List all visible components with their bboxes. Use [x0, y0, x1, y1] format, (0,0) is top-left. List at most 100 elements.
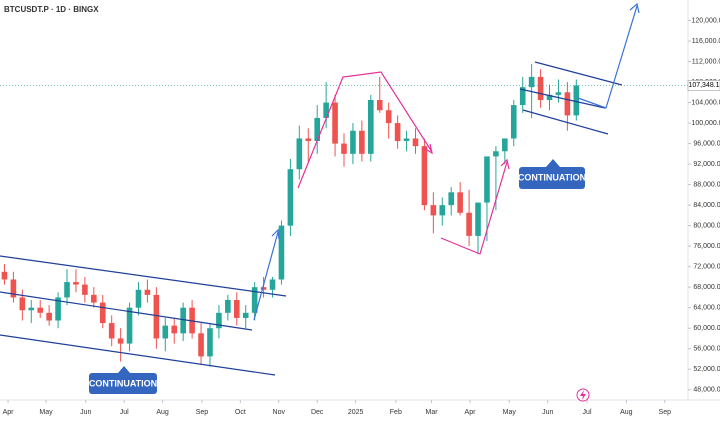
arrows	[253, 2, 640, 321]
candle-body	[10, 279, 17, 298]
candle-body	[305, 138, 312, 142]
candle-body	[55, 297, 61, 321]
candle-body	[341, 143, 347, 154]
candle-body	[394, 123, 401, 142]
candle-body	[466, 212, 472, 236]
x-tick-label: Jul	[120, 409, 129, 416]
channel-line	[0, 334, 276, 376]
annotation-text: CONTINUATION	[518, 172, 586, 182]
candle-body	[108, 323, 115, 339]
candle-body	[269, 279, 276, 290]
x-tick-label: May	[39, 409, 53, 416]
candle-body	[153, 294, 160, 339]
candle-body	[135, 289, 142, 308]
candle-body	[412, 138, 419, 147]
drawings	[0, 61, 623, 376]
y-tick-label: 48,000.0	[693, 387, 720, 394]
last-price-label: 107,348.1	[688, 82, 719, 89]
candle-body	[555, 92, 562, 95]
x-tick-label: Mar	[426, 409, 439, 416]
channel-line	[522, 109, 609, 135]
arrow-head	[500, 158, 510, 170]
candle-body	[260, 287, 267, 290]
x-tick-label: Apr	[465, 409, 477, 416]
y-tick-label: 56,000.0	[693, 346, 720, 353]
y-tick-label: 112,000.0	[692, 58, 720, 65]
candle-body	[117, 338, 124, 344]
callout-pointer	[118, 366, 130, 373]
channel-line	[0, 255, 287, 297]
candle-body	[537, 76, 544, 100]
candle-body	[421, 146, 428, 206]
candle-body	[91, 294, 97, 303]
y-tick-label: 92,000.0	[693, 161, 720, 168]
x-tick-label: Oct	[235, 409, 246, 416]
candle-body	[37, 307, 44, 313]
y-tick-label: 72,000.0	[693, 264, 720, 271]
candle-body	[242, 312, 249, 318]
channel-line	[519, 88, 606, 109]
candle-body	[430, 205, 437, 216]
candle-body	[99, 302, 106, 324]
candle-body	[546, 94, 553, 100]
callout-pointer	[546, 159, 560, 167]
x-tick-label: 2025	[348, 409, 364, 416]
candle-body	[323, 102, 329, 118]
candle-body	[564, 92, 571, 116]
x-tick-label: Nov	[273, 409, 286, 416]
arrow-head	[629, 2, 640, 14]
candle-body	[475, 202, 481, 236]
y-tick-label: 52,000.0	[693, 366, 720, 373]
y-tick-label: 120,000.0	[691, 17, 720, 24]
candle-body	[233, 300, 240, 318]
zigzag	[297, 71, 510, 255]
event-icon	[580, 390, 586, 400]
candle-body	[350, 130, 356, 154]
callout-box	[89, 373, 157, 394]
candle-body	[385, 110, 392, 124]
candle-body	[144, 289, 151, 295]
zigzag-line	[440, 161, 508, 255]
y-tick-label: 60,000.0	[693, 325, 720, 332]
candle-body	[457, 192, 463, 213]
candle-body	[510, 105, 517, 139]
y-tick-label: 64,000.0	[693, 305, 720, 312]
candle-body	[19, 297, 26, 311]
chart-title: BTCUSDT.P · 1D · BINGX	[4, 5, 99, 14]
candles	[1, 64, 580, 367]
annotation-text: CONTINUATION	[89, 378, 157, 388]
candle-body	[519, 87, 526, 106]
arrow	[577, 5, 638, 109]
candle-body	[207, 328, 213, 357]
candle-body	[528, 76, 535, 88]
x-tick-label: Apr	[3, 409, 15, 416]
candle-body	[314, 117, 320, 142]
candle-body	[484, 156, 490, 203]
y-tick-label: 96,000.0	[693, 140, 720, 147]
x-tick-label: Aug	[156, 409, 169, 416]
x-tick-label: Sep	[196, 409, 209, 416]
candle-body	[278, 225, 285, 280]
annotation: CONTINUATION	[89, 366, 157, 394]
candle-body	[162, 325, 169, 339]
candle-body	[296, 138, 303, 170]
y-tick-label: 88,000.0	[693, 181, 720, 188]
candle-body	[64, 282, 70, 298]
channel-line	[0, 291, 253, 331]
channel-line	[534, 61, 623, 86]
x-tick-label: Jun	[80, 409, 91, 416]
candle-body	[216, 312, 222, 329]
candle-body	[171, 325, 178, 334]
arrow	[253, 231, 279, 321]
candle-body	[493, 151, 499, 157]
candle-body	[46, 312, 52, 321]
candle-body	[502, 138, 508, 152]
candle-body	[448, 192, 455, 206]
arrow-head	[271, 228, 280, 240]
candle-body	[126, 307, 133, 344]
candle-body	[376, 100, 383, 111]
x-tick-label: Dec	[311, 409, 324, 416]
y-tick-label: 100,000.0	[691, 120, 720, 127]
